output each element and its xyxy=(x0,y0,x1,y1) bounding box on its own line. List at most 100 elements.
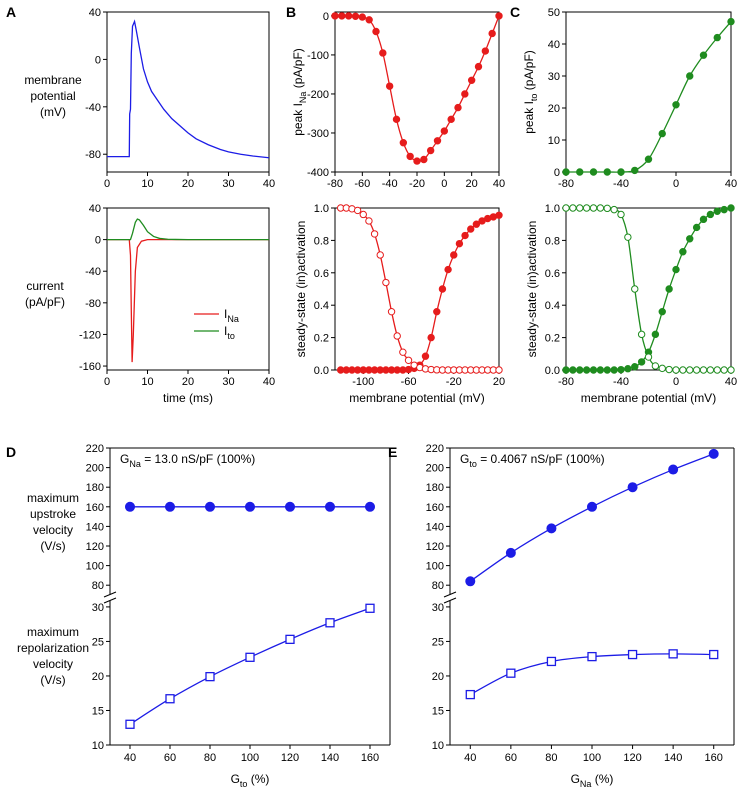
upstroke-velocity-point xyxy=(205,501,215,512)
repolarization-velocity-point xyxy=(668,649,678,659)
membrane-potential-label-line: membrane xyxy=(24,73,82,87)
x-tick-label: 80 xyxy=(204,752,216,764)
data-point xyxy=(433,137,442,145)
data-point xyxy=(379,49,387,57)
series-line-ina-peak xyxy=(335,15,500,162)
y-tick-label: 0.6 xyxy=(314,268,329,280)
data-point xyxy=(461,231,469,240)
data-point xyxy=(382,278,390,287)
data-point xyxy=(699,366,708,374)
data-point xyxy=(699,215,708,224)
upstroke-velocity-point xyxy=(125,501,135,512)
legend: INa Ito xyxy=(194,307,239,341)
panel-letter-a: A xyxy=(6,4,16,20)
x-tick-label: 0 xyxy=(673,178,679,190)
data-point xyxy=(686,366,694,374)
y-tick-label: -100 xyxy=(307,50,329,62)
data-point xyxy=(610,205,618,214)
x-tick-label: -80 xyxy=(558,376,574,388)
data-point xyxy=(376,251,384,259)
data-point xyxy=(353,206,362,215)
axis-break-mark xyxy=(103,597,117,604)
upstroke-velocity-point xyxy=(325,501,335,512)
repolarization-velocity-point xyxy=(365,603,375,613)
x-axis-label: Gto (%) xyxy=(231,772,270,789)
data-point xyxy=(365,16,373,24)
y-tick-label: 0 xyxy=(95,235,101,247)
data-point xyxy=(440,127,449,135)
upstroke-velocity-line xyxy=(469,453,714,582)
x-tick-label: 140 xyxy=(664,752,682,764)
data-point xyxy=(399,139,408,147)
y-tick-label: -120 xyxy=(79,329,101,341)
x-tick-label: -60 xyxy=(401,376,417,388)
y-tick-label: 0 xyxy=(95,54,101,66)
y-tick-label: 80 xyxy=(92,580,104,592)
x-tick-label: -40 xyxy=(613,376,629,388)
x-tick-label: 60 xyxy=(164,752,176,764)
y-axis-label: steady-state (in)activation xyxy=(525,221,539,358)
membrane-potential-label-line: (mV) xyxy=(40,105,66,119)
upstroke-velocity-point xyxy=(627,482,638,493)
data-point xyxy=(338,12,346,20)
y-tick-label: 100 xyxy=(426,561,444,573)
y-tick-label: 20 xyxy=(92,671,104,683)
series-line-ito xyxy=(107,218,269,241)
x-tick-label: -20 xyxy=(409,178,425,190)
data-point xyxy=(686,235,694,243)
data-point xyxy=(692,366,701,374)
y-tick-label: 160 xyxy=(426,502,444,514)
y-tick-label: -40 xyxy=(85,266,101,278)
data-point xyxy=(617,210,625,219)
x-tick-label: 140 xyxy=(321,752,339,764)
max-repol-label-line: repolarization xyxy=(17,641,89,655)
data-point xyxy=(624,365,632,373)
y-tick-label: 220 xyxy=(426,443,444,455)
data-point xyxy=(372,27,380,36)
x-tick-label: 10 xyxy=(141,178,153,190)
data-point xyxy=(672,265,680,274)
x-tick-label: -40 xyxy=(613,178,629,190)
y-tick-label: -160 xyxy=(79,361,101,373)
x-tick-label: 40 xyxy=(725,376,737,388)
y-tick-label: 0 xyxy=(323,11,329,23)
max-repol-label: maximum repolarization velocity (V/s) xyxy=(17,625,89,687)
data-point xyxy=(576,168,584,176)
data-point xyxy=(665,285,673,293)
y-tick-label: 180 xyxy=(86,482,104,494)
data-point xyxy=(438,285,447,293)
data-point xyxy=(426,146,435,155)
y-tick-label: 30 xyxy=(548,71,560,83)
data-point xyxy=(617,168,625,176)
y-axis-label: steady-state (in)activation xyxy=(294,221,308,358)
data-point xyxy=(603,168,611,176)
x-tick-label: -100 xyxy=(352,376,374,388)
data-point xyxy=(344,12,353,20)
legend-ina-label: INa xyxy=(224,307,239,324)
upstroke-velocity-point xyxy=(587,501,597,512)
data-point xyxy=(699,51,708,59)
repolarization-velocity-point xyxy=(587,651,597,662)
data-point xyxy=(576,204,584,212)
data-point xyxy=(358,13,367,21)
x-axis-label: membrane potential (mV) xyxy=(581,391,716,405)
y-tick-label: -40 xyxy=(85,102,101,114)
data-point xyxy=(706,210,715,219)
y-tick-label: 40 xyxy=(89,203,101,215)
data-point xyxy=(444,265,452,274)
upstroke-velocity-point xyxy=(505,547,516,558)
data-point xyxy=(589,366,598,374)
data-point xyxy=(658,129,666,138)
data-point xyxy=(631,166,639,175)
B_top-frame xyxy=(334,11,500,173)
upstroke-velocity-point xyxy=(365,501,375,512)
y-tick-label: 0.0 xyxy=(314,365,329,377)
y-tick-label: 180 xyxy=(426,482,444,494)
x-tick-label: 120 xyxy=(623,752,641,764)
data-point xyxy=(672,366,680,374)
max-upstroke-label: maximum upstroke velocity (V/s) xyxy=(27,491,79,553)
max-repol-label-line: velocity xyxy=(33,657,73,671)
current-label-line: (pA/pF) xyxy=(25,295,65,309)
x-tick-label: 0 xyxy=(441,178,447,190)
